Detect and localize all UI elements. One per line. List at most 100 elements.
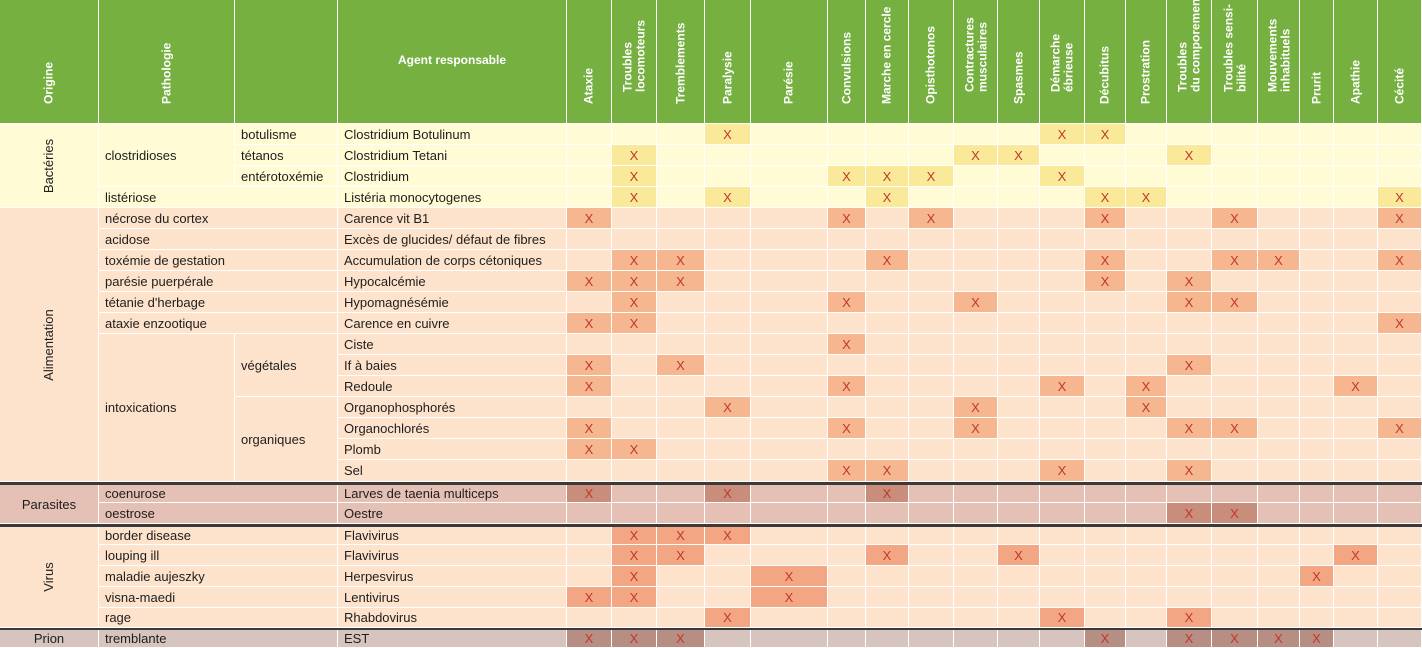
symptom-cell xyxy=(1040,439,1085,460)
symptom-mark: X xyxy=(629,568,639,584)
symptom-cell xyxy=(1258,292,1300,313)
header-symptom-label: musculaires xyxy=(974,21,989,92)
symptom-mark: X xyxy=(1184,610,1194,625)
symptom-cell xyxy=(1040,229,1085,250)
symptom-cell xyxy=(1334,334,1378,355)
symptom-cell xyxy=(866,229,909,250)
symptom-mark-cell: X xyxy=(1040,608,1085,628)
symptom-cell xyxy=(612,418,657,439)
symptom-mark: X xyxy=(629,168,639,184)
symptom-cell xyxy=(1212,187,1258,208)
symptom-cell xyxy=(866,418,909,439)
symptom-cell xyxy=(705,460,751,482)
symptom-mark: X xyxy=(842,420,851,436)
symptom-mark-cell: X xyxy=(705,124,751,145)
symptom-mark-cell: X xyxy=(705,608,751,628)
symptom-mark: X xyxy=(842,463,851,478)
symptom-mark-cell: X xyxy=(1085,124,1126,145)
pathology-label: visna-maedi xyxy=(105,589,176,605)
symptom-cell xyxy=(909,376,954,397)
symptom-cell xyxy=(1378,439,1422,460)
symptom-mark-cell: X xyxy=(567,587,612,608)
agent-cell: Hypocalcémie xyxy=(338,271,567,292)
origin-group: Parasites xyxy=(0,485,99,524)
symptom-cell xyxy=(657,608,705,628)
symptom-cell xyxy=(1040,418,1085,439)
symptom-mark: X xyxy=(971,420,980,436)
symptom-cell xyxy=(998,439,1040,460)
agent-cell: Redoule xyxy=(338,376,567,397)
symptom-mark: X xyxy=(1395,210,1404,226)
symptom-cell xyxy=(657,124,705,145)
symptom-cell xyxy=(828,587,866,608)
symptom-cell xyxy=(998,397,1040,418)
symptom-cell xyxy=(828,250,866,271)
symptom-cell xyxy=(1126,485,1167,503)
symptom-mark: X xyxy=(629,147,639,163)
symptom-mark-cell: X xyxy=(567,376,612,397)
symptom-mark-cell: X xyxy=(612,313,657,334)
symptom-cell xyxy=(657,397,705,418)
symptom-cell xyxy=(657,587,705,608)
agent-label: Oestre xyxy=(344,505,384,521)
symptom-mark-cell: X xyxy=(828,376,866,397)
symptom-cell xyxy=(1212,485,1258,503)
symptom-cell xyxy=(1378,527,1422,545)
symptom-mark-cell: X xyxy=(998,145,1040,166)
symptom-cell xyxy=(954,630,998,648)
symptom-cell xyxy=(1212,145,1258,166)
symptom-cell xyxy=(909,630,954,648)
symptom-mark: X xyxy=(842,168,851,184)
symptom-cell xyxy=(567,545,612,566)
symptom-mark-cell: X xyxy=(828,418,866,439)
subtype-cell: tétanos xyxy=(235,145,338,166)
header-symptom-label: Tremblements xyxy=(673,23,688,105)
symptom-cell xyxy=(1300,355,1334,376)
pathology-label: nécrose du cortex xyxy=(105,210,209,226)
symptom-cell xyxy=(1334,418,1378,439)
symptom-cell xyxy=(657,503,705,524)
symptom-mark: X xyxy=(1312,568,1321,584)
symptom-cell xyxy=(1300,608,1334,628)
pathology-cell: coenurose xyxy=(99,485,338,503)
subtype-cell: végétales xyxy=(235,334,338,397)
symptom-mark: X xyxy=(676,547,685,563)
header-symptom-label: Paralysie xyxy=(720,51,735,105)
symptom-mark-cell: X xyxy=(866,187,909,208)
symptom-mark: X xyxy=(842,210,851,226)
symptom-cell xyxy=(1126,439,1167,460)
symptom-cell xyxy=(751,250,828,271)
symptom-cell xyxy=(705,355,751,376)
symptom-mark-cell: X xyxy=(657,355,705,376)
symptom-cell xyxy=(1085,355,1126,376)
header-symptom: Contractures musculaires xyxy=(954,0,998,124)
symptom-mark-cell: X xyxy=(1085,187,1126,208)
symptom-mark: X xyxy=(1057,168,1067,184)
symptom-mark: X xyxy=(584,441,594,457)
symptom-mark: X xyxy=(1312,631,1321,646)
symptom-mark: X xyxy=(676,528,685,543)
symptom-mark-cell: X xyxy=(1167,418,1212,439)
pathology-label: toxémie de gestation xyxy=(105,252,225,268)
symptom-cell xyxy=(909,250,954,271)
symptom-cell xyxy=(1085,145,1126,166)
header-pathologie-label: Pathologie xyxy=(159,43,174,105)
header-symptom-label: Prostration xyxy=(1138,40,1153,105)
agent-label: Organophosphorés xyxy=(344,399,456,415)
symptom-cell xyxy=(1378,292,1422,313)
symptom-cell xyxy=(828,527,866,545)
symptom-cell xyxy=(1040,313,1085,334)
symptom-cell xyxy=(751,608,828,628)
header-symptom: Ataxie xyxy=(567,0,612,124)
symptom-cell xyxy=(1126,292,1167,313)
symptom-mark: X xyxy=(723,189,732,205)
symptom-cell xyxy=(1167,527,1212,545)
symptom-cell xyxy=(954,587,998,608)
symptom-cell xyxy=(1300,292,1334,313)
subtype-label: organiques xyxy=(241,431,306,447)
symptom-cell xyxy=(705,439,751,460)
symptom-cell xyxy=(998,124,1040,145)
symptom-cell xyxy=(567,166,612,187)
agent-label: Carence en cuivre xyxy=(344,315,450,331)
